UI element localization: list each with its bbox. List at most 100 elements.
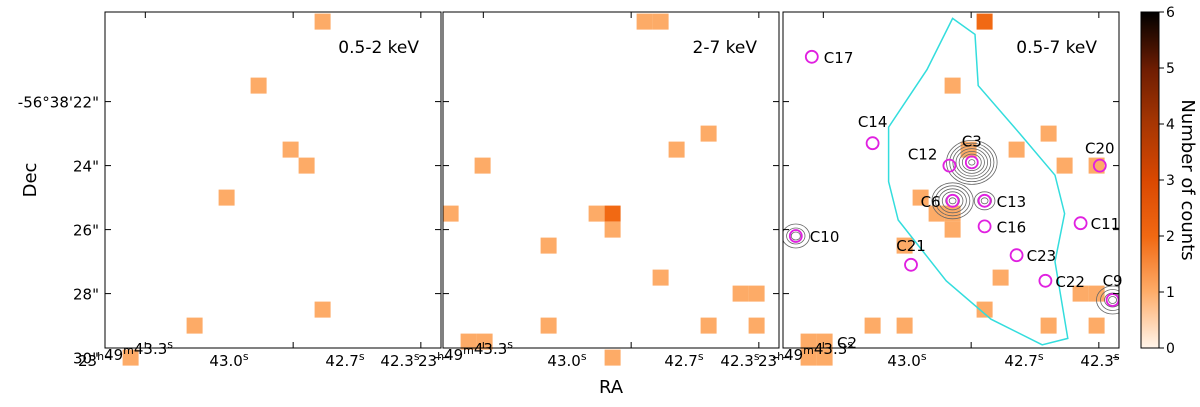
count-pixel: [1088, 317, 1105, 334]
contour-line: [961, 153, 982, 172]
count-pixel: [700, 317, 717, 334]
contour-line: [1100, 289, 1119, 311]
x-tick-label: 42.7s: [325, 350, 364, 370]
contour-line: [1104, 292, 1119, 308]
contour-line: [941, 191, 964, 211]
source-marker: [1092, 158, 1107, 173]
count-pixel: [442, 205, 459, 222]
count-pixel: [314, 13, 331, 30]
source-label: C22: [1055, 273, 1085, 291]
count-pixel: [460, 333, 477, 350]
count-pixel: [314, 301, 331, 318]
contour-line: [842, 359, 853, 368]
x-tick-label: 43.0s: [547, 350, 586, 370]
y-axis-label: Dec: [20, 163, 41, 198]
count-pixel: [816, 349, 833, 366]
y-tick-label: 30": [73, 350, 99, 368]
source-label: C21: [896, 237, 926, 255]
count-pixel: [250, 77, 267, 94]
source-marker: [904, 257, 918, 272]
contour-line: [786, 227, 806, 245]
source-label: C20: [1085, 140, 1115, 158]
contour-line: [948, 197, 957, 205]
contour-line: [938, 188, 967, 214]
panel-frame: [104, 11, 442, 349]
count-pixel: [186, 317, 203, 334]
source-marker: [942, 158, 957, 173]
contour-line: [949, 142, 995, 183]
source-marker: [1038, 273, 1053, 288]
count-pixel: [122, 349, 139, 366]
count-pixel: [1072, 285, 1089, 302]
source-label: C17: [824, 49, 854, 67]
y-tick-label: 24": [73, 158, 99, 176]
source-label: C6: [921, 193, 941, 211]
panel-2: 2-7 keV: [442, 11, 780, 366]
count-pixel: [732, 285, 749, 302]
x-tick-label: 43.0s: [887, 350, 926, 370]
contour-line: [931, 182, 974, 220]
source-label: C10: [810, 228, 840, 246]
colorbar-tick-label: 4: [1166, 117, 1175, 133]
contour-line: [1096, 285, 1119, 315]
count-pixel: [748, 285, 765, 302]
panel-frame: [442, 11, 780, 349]
contour-line: [1108, 296, 1118, 304]
count-pixel: [298, 157, 315, 174]
x-tick-label: 43.0s: [209, 350, 248, 370]
count-pixel: [896, 237, 913, 254]
source-marker: [1073, 216, 1088, 231]
count-pixel: [816, 333, 833, 350]
x-tick-label: 23h49m43.3s: [418, 338, 513, 370]
count-pixel: [944, 221, 961, 238]
count-pixel: [976, 13, 993, 30]
colorbar-gradient: [1140, 11, 1160, 349]
count-pixel: [668, 141, 685, 158]
panel-title: 2-7 keV: [693, 38, 758, 58]
colorbar-tick-label: 1: [1166, 285, 1175, 301]
count-pixel: [928, 205, 945, 222]
count-pixel: [912, 189, 929, 206]
count-pixel: [604, 205, 621, 222]
x-tick-label: 42.7s: [1004, 350, 1043, 370]
y-tick-label: -56°38'22": [18, 94, 99, 112]
count-pixel: [896, 317, 913, 334]
colorbar-tick-label: 3: [1166, 173, 1175, 189]
source-marker: [804, 49, 819, 64]
colorbar-ticks: 0 1 2 3 4 5 6: [1159, 5, 1175, 357]
x-tick-label: 42.3s: [720, 350, 759, 370]
count-pixel: [1008, 141, 1025, 158]
source-label: C23: [1027, 247, 1057, 265]
source-marker: [841, 358, 853, 370]
count-pixel: [282, 141, 299, 158]
source-label: C12: [908, 146, 938, 164]
count-pixel: [800, 349, 817, 366]
count-pixel: [474, 157, 491, 174]
count-pixel: [588, 205, 605, 222]
count-pixel: [800, 333, 817, 350]
panel-title: 0.5-2 keV: [338, 38, 419, 58]
contour-line: [790, 231, 801, 241]
count-pixel: [700, 125, 717, 142]
colorbar-label: Number of counts: [1177, 99, 1198, 260]
panel-frame: [782, 11, 1120, 349]
source-label: C16: [997, 218, 1027, 236]
count-pixel: [748, 317, 765, 334]
colorbar-tick-label: 5: [1166, 61, 1175, 77]
count-pixel: [218, 189, 235, 206]
count-pixel: [636, 13, 653, 30]
source-label: C14: [858, 113, 888, 131]
x-axis-label: RA: [599, 377, 624, 398]
count-pixel: [1088, 157, 1105, 174]
colorbar-tick-label: 0: [1166, 341, 1175, 357]
y-tick-label: 26": [73, 222, 99, 240]
count-pixel: [540, 237, 557, 254]
source-label: C3: [962, 132, 982, 150]
panel-1: 0.5-2 keV: [104, 11, 491, 366]
count-pixel: [944, 205, 961, 222]
source-marker: [1009, 248, 1024, 263]
x-tick-label: 42.7s: [664, 350, 703, 370]
count-pixel: [604, 349, 621, 366]
extraction-region: [887, 17, 1069, 346]
